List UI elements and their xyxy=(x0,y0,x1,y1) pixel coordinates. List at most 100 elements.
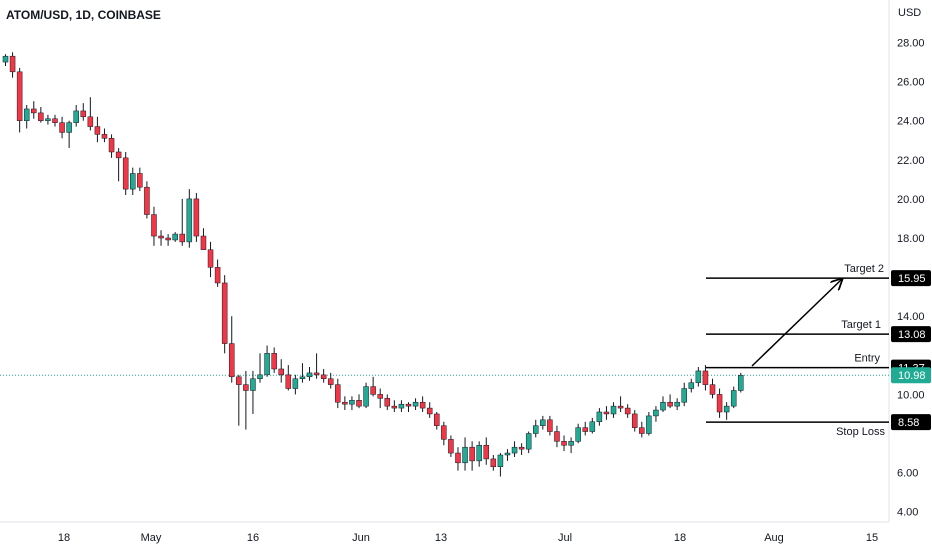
y-tick-label: 24.00 xyxy=(897,116,925,128)
candle-body xyxy=(462,446,468,464)
candle-body xyxy=(441,425,447,440)
candle-body xyxy=(52,118,58,123)
candle-body xyxy=(533,425,539,434)
candle-body xyxy=(158,235,164,239)
candle-body xyxy=(221,282,228,344)
x-tick-label: 18 xyxy=(674,532,686,544)
candle-body xyxy=(674,401,680,407)
candle-body xyxy=(151,214,157,237)
candle-body xyxy=(320,374,327,380)
candle-body xyxy=(271,353,277,370)
y-tick-label: 26.00 xyxy=(897,77,925,89)
candle-body xyxy=(306,372,313,378)
candle-body xyxy=(144,186,150,215)
candle-body xyxy=(681,388,687,403)
x-tick-label: 16 xyxy=(247,532,259,544)
x-tick-label: 18 xyxy=(58,532,70,544)
candle-body xyxy=(257,374,263,380)
candle-body xyxy=(363,386,369,407)
level-price-tag-text: 13.08 xyxy=(898,329,926,341)
candle-body xyxy=(2,55,9,63)
candle-body xyxy=(511,446,518,454)
candle-body xyxy=(624,407,631,415)
candle-body xyxy=(617,405,624,409)
candle-body xyxy=(709,384,716,395)
candle-body xyxy=(497,454,504,467)
level-name: Target 1 xyxy=(841,319,881,331)
price-axis[interactable]: 28.00 26.00 24.00 22.00 20.00 18.00 14.00 10.00… xyxy=(897,38,925,519)
level-price-tag-text: 8.58 xyxy=(898,417,919,429)
candle-body xyxy=(547,419,553,432)
candle-body xyxy=(356,400,362,407)
candle-body xyxy=(384,398,391,407)
y-tick-label: 4.00 xyxy=(897,507,918,519)
candle-body xyxy=(236,376,242,385)
x-tick-label: 15 xyxy=(866,532,878,544)
candle-body xyxy=(342,401,348,405)
candle-body xyxy=(122,157,129,190)
candle-body xyxy=(667,401,673,407)
candle-body xyxy=(554,431,560,442)
candle-body xyxy=(264,353,270,376)
candle-body xyxy=(292,378,299,389)
candle-body xyxy=(278,368,284,376)
candle-body xyxy=(412,401,419,407)
candle-body xyxy=(660,401,666,411)
candle-body xyxy=(207,249,214,268)
target-arrow xyxy=(751,279,842,367)
candle-body xyxy=(723,405,730,413)
x-tick-label: 13 xyxy=(435,532,447,544)
time-axis[interactable]: 18 May 16 Jun 13 Jul 18 Aug 15 xyxy=(58,532,878,544)
candle-body xyxy=(285,374,292,389)
candle-body xyxy=(730,390,737,407)
last-price-tag-text: 10.98 xyxy=(898,370,926,382)
candle-body xyxy=(73,110,79,123)
candle-body xyxy=(738,374,744,391)
candle-body xyxy=(186,198,193,243)
candle-body xyxy=(370,386,376,395)
x-tick-label: May xyxy=(141,532,162,544)
candle-body xyxy=(377,394,383,399)
candle-body xyxy=(631,413,638,428)
candle-body xyxy=(115,151,122,159)
level-price-tag-text: 15.95 xyxy=(898,273,926,285)
y-tick-label: 10.00 xyxy=(897,389,925,401)
candle-body xyxy=(568,441,574,446)
candle-body xyxy=(603,411,610,415)
candle-body xyxy=(45,118,51,121)
candle-body xyxy=(540,419,546,426)
currency-label: USD xyxy=(898,7,921,19)
trade-levels: Target 2 Target 1 Entry Stop Loss xyxy=(706,263,889,438)
candle-body xyxy=(688,382,695,389)
candle-body xyxy=(172,233,178,241)
candle-body xyxy=(31,108,37,114)
candle-body xyxy=(214,267,221,284)
candle-body xyxy=(137,173,143,188)
candle-body xyxy=(193,198,200,237)
candle-body xyxy=(646,415,652,434)
candle-body xyxy=(391,405,398,409)
candle-body xyxy=(455,452,461,464)
candle-body xyxy=(16,71,23,121)
candle-body xyxy=(165,237,171,241)
y-tick-label: 20.00 xyxy=(897,194,925,206)
candle-body xyxy=(639,427,645,434)
candle-body xyxy=(434,413,440,426)
level-name: Entry xyxy=(854,353,880,365)
candle-body xyxy=(9,55,16,73)
candle-body xyxy=(716,394,723,413)
candle-body xyxy=(38,112,44,121)
candle-body xyxy=(589,421,596,432)
candle-body xyxy=(398,403,405,409)
candle-body xyxy=(299,376,306,380)
candle-body xyxy=(349,400,355,405)
level-price-tag xyxy=(891,326,931,343)
y-tick-label: 6.00 xyxy=(897,468,918,480)
candle-body xyxy=(327,378,334,385)
candle-body xyxy=(426,407,433,415)
candle-body xyxy=(228,343,235,378)
y-tick-label: 28.00 xyxy=(897,38,925,50)
last-price-tag xyxy=(891,367,931,384)
